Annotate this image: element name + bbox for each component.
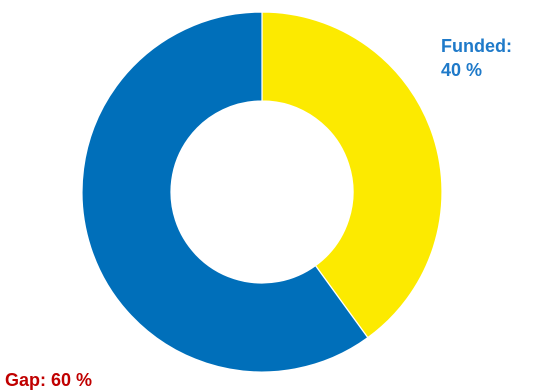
funded-label: Funded: 40 % (441, 36, 517, 80)
gap-label: Gap: 60 % (5, 370, 92, 390)
gap-label-line1: Gap: 60 % (5, 370, 92, 390)
slice-funded (261, 11, 443, 339)
funded-label-line2: 40 % (441, 60, 482, 80)
slice-gap (81, 11, 369, 373)
donut-slices (81, 11, 443, 373)
funded-label-line1: Funded: (441, 36, 512, 56)
